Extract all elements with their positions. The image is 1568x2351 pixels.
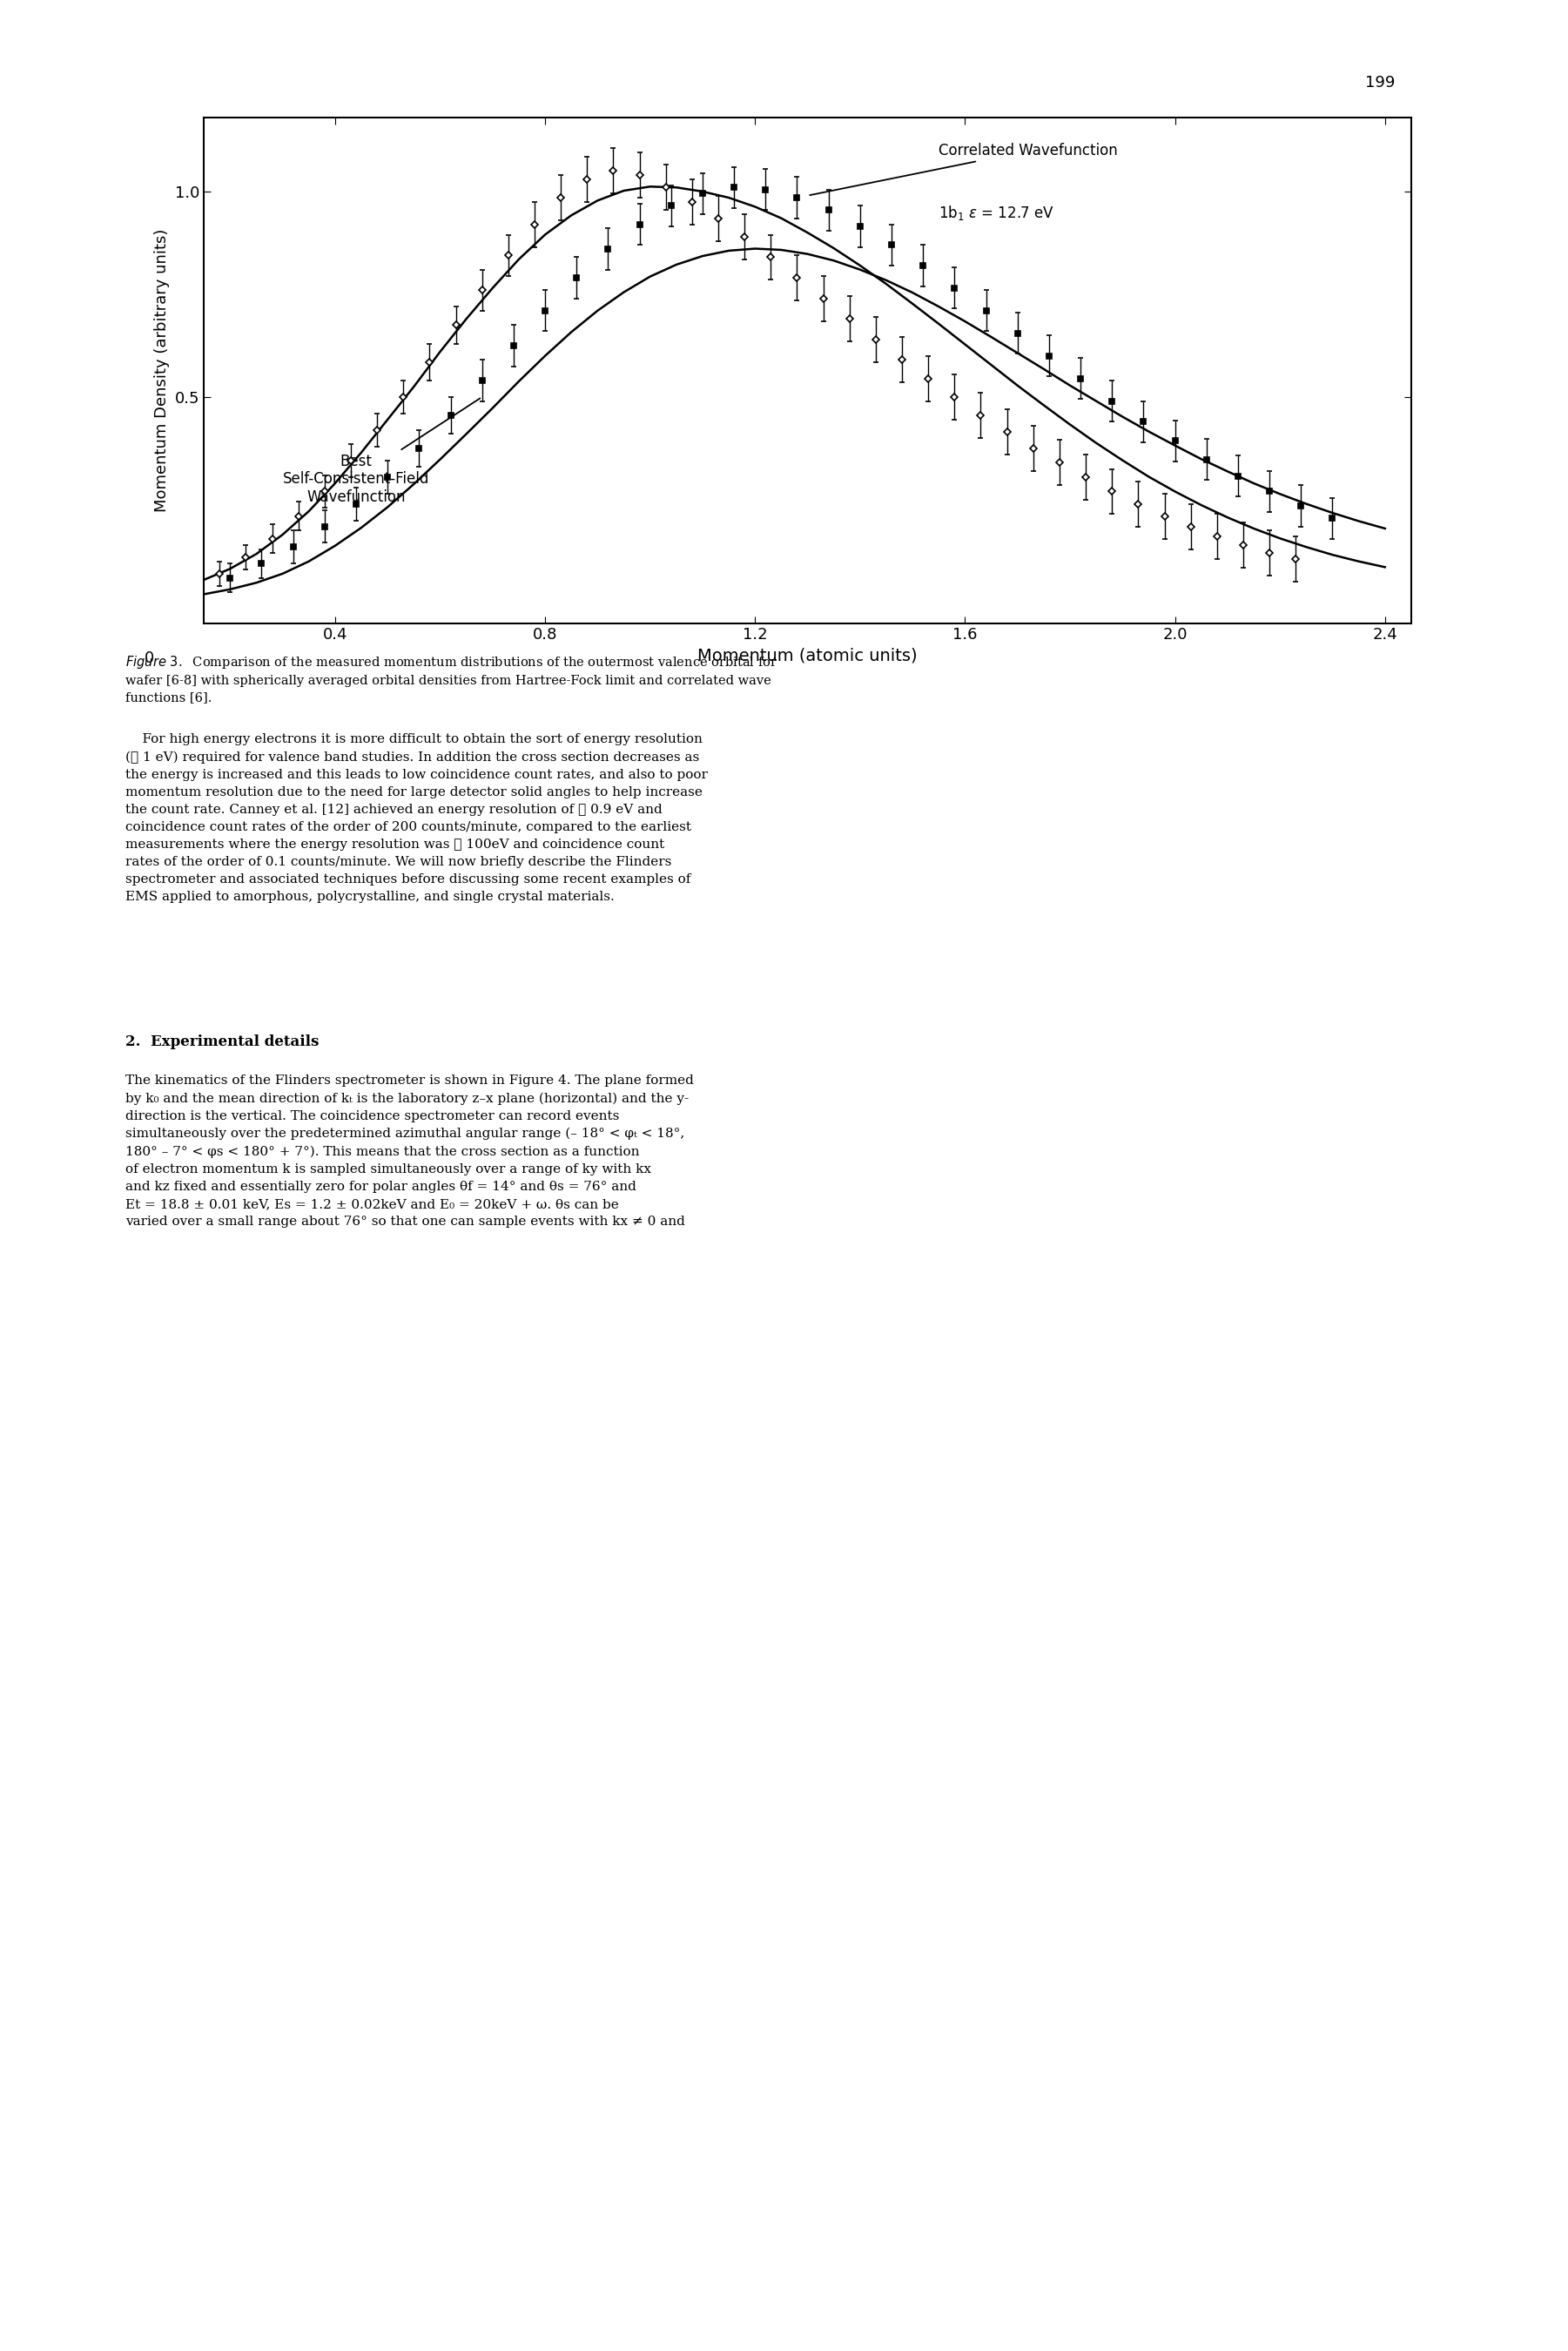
Text: For high energy electrons it is more difficult to obtain the sort of energy reso: For high energy electrons it is more dif… <box>125 734 707 903</box>
Text: The kinematics of the Flinders spectrometer is shown in Figure 4. The plane form: The kinematics of the Flinders spectrome… <box>125 1074 695 1227</box>
Text: 199: 199 <box>1364 75 1396 92</box>
Text: 2.  Experimental details: 2. Experimental details <box>125 1034 318 1049</box>
X-axis label: Momentum (atomic units): Momentum (atomic units) <box>698 649 917 665</box>
Text: $\it{Figure\ 3.}$  Comparison of the measured momentum distributions of the oute: $\it{Figure\ 3.}$ Comparison of the meas… <box>125 654 778 703</box>
Text: 0: 0 <box>144 651 154 665</box>
Y-axis label: Momentum Density (arbitrary units): Momentum Density (arbitrary units) <box>154 228 169 513</box>
Text: Correlated Wavefunction: Correlated Wavefunction <box>811 143 1118 195</box>
Text: 1b$_1$ $\varepsilon$ = 12.7 eV: 1b$_1$ $\varepsilon$ = 12.7 eV <box>939 205 1054 221</box>
Text: Best
Self-Consistent-Field
Wavefunction: Best Self-Consistent-Field Wavefunction <box>282 397 480 505</box>
